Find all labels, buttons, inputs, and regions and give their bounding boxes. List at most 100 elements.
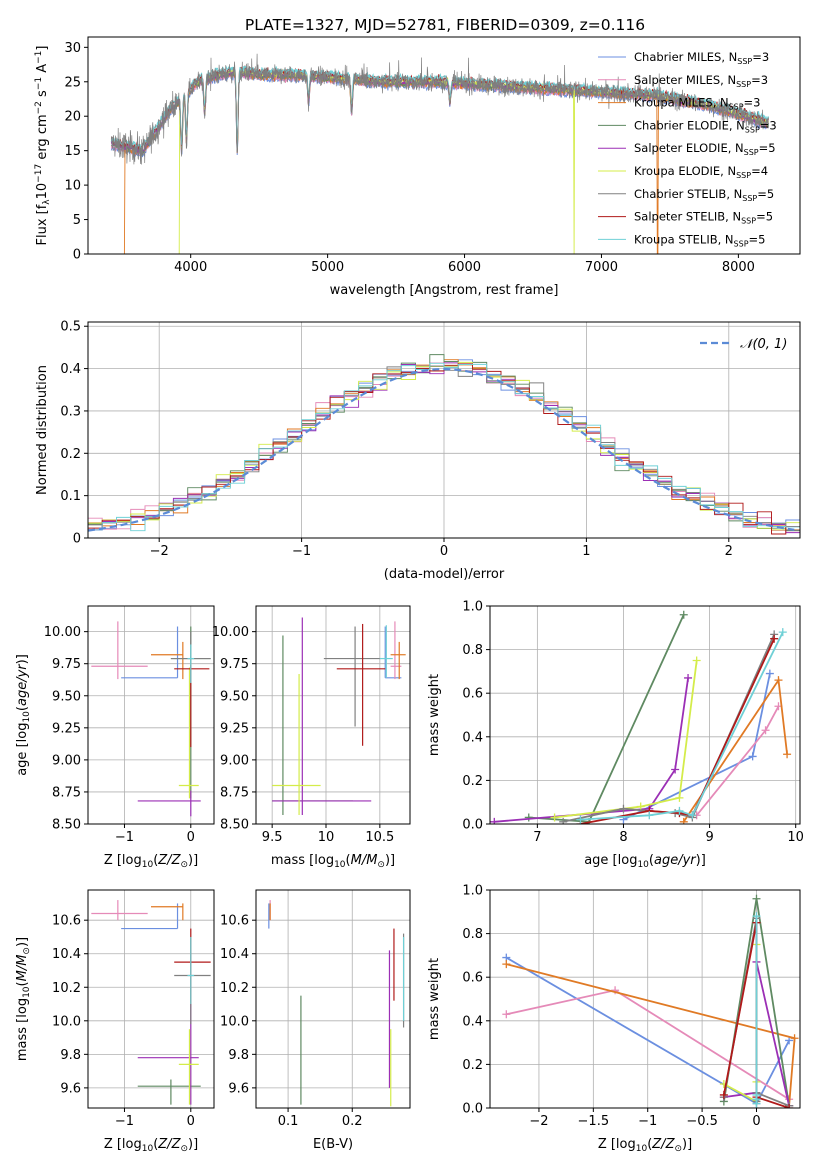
weight-series-kroupa-elodie bbox=[550, 656, 701, 822]
y-tick-label: 15 bbox=[64, 144, 81, 159]
weight-series-chabrier-miles bbox=[619, 669, 774, 824]
weight-marker bbox=[645, 811, 654, 820]
x-tick-label: 1 bbox=[582, 544, 590, 559]
x-tick-label: −1 bbox=[638, 1114, 657, 1129]
y-tick-label: 9.25 bbox=[52, 721, 81, 736]
x-tick-label: −1 bbox=[115, 830, 134, 845]
weight-marker bbox=[770, 634, 779, 643]
x-tick-label: 0 bbox=[187, 1114, 195, 1129]
errorbar-kroupa-stelib bbox=[379, 625, 393, 678]
x-axis-label: Z [log10(Z/Z⊙)] bbox=[598, 1137, 692, 1154]
x-tick-label: 0.2 bbox=[342, 1114, 363, 1129]
legend-label-chabrier-miles: Chabrier MILES, NSSP=3 bbox=[634, 50, 769, 66]
y-tick-label: 8.75 bbox=[52, 785, 81, 800]
y-tick-label: 10.4 bbox=[52, 947, 81, 962]
y-tick-label: 9.6 bbox=[228, 1081, 249, 1096]
y-axis-label: Normed distribution bbox=[35, 365, 50, 495]
legend-label-kroupa-elodie: Kroupa ELODIE, NSSP=4 bbox=[634, 164, 768, 180]
legend-label-salpeter-miles: Salpeter MILES, NSSP=3 bbox=[634, 73, 768, 89]
y-tick-label: 0.5 bbox=[60, 320, 81, 335]
y-tick-label: 9.75 bbox=[52, 657, 81, 672]
x-axis-label: Z [log10(Z/Z⊙)] bbox=[104, 853, 198, 870]
x-tick-label: 6000 bbox=[448, 260, 481, 275]
y-tick-label: 0.0 bbox=[462, 1102, 483, 1117]
weight-marker bbox=[778, 628, 787, 637]
weight-marker bbox=[675, 806, 684, 815]
y-tick-label: 0.1 bbox=[60, 489, 81, 504]
figure-title: PLATE=1327, MJD=52781, FIBERID=0309, z=0… bbox=[245, 16, 645, 34]
axes-frame bbox=[489, 889, 801, 1109]
legend-label-kroupa-miles: Kroupa MILES, NSSP=3 bbox=[634, 96, 760, 112]
y-tick-label: 8.75 bbox=[220, 785, 249, 800]
x-tick-label: −1 bbox=[115, 1114, 134, 1129]
legend-label-kroupa-stelib: Kroupa STELIB, NSSP=5 bbox=[634, 232, 765, 248]
axes-frame bbox=[255, 889, 411, 1109]
errorbar-kroupa-stelib bbox=[187, 644, 195, 683]
y-tick-label: 9.8 bbox=[60, 1048, 81, 1063]
plot-area-residuals bbox=[88, 354, 800, 537]
weight-marker bbox=[559, 817, 568, 824]
weight-line bbox=[506, 963, 796, 1106]
y-tick-label: 20 bbox=[64, 110, 81, 125]
y-tick-label: 0.6 bbox=[462, 971, 483, 986]
y-tick-label: 10.0 bbox=[220, 1014, 249, 1029]
weight-series-salpeter-miles bbox=[692, 702, 783, 820]
weight-line bbox=[494, 677, 689, 823]
y-tick-label: 0.3 bbox=[60, 404, 81, 419]
y-tick-label: 0 bbox=[73, 248, 81, 263]
errorbar-kroupa-miles bbox=[151, 903, 184, 921]
y-axis-label: mass weight bbox=[427, 674, 442, 756]
axes-frame bbox=[87, 605, 215, 825]
y-tick-label: 9.00 bbox=[220, 753, 249, 768]
plot-area-mass_vs_ebv bbox=[268, 900, 405, 1107]
weight-marker bbox=[490, 817, 499, 824]
panel-weight_vs_Z: −2 −1.5 −1 −0.5 0 0.0 0.2 0.4 0.6 0.8 1.0 Z [log10(… bbox=[427, 884, 801, 1154]
errorbar-chabrier-stelib bbox=[323, 626, 380, 727]
x-tick-label: −1 bbox=[292, 544, 311, 559]
x-tick-label: 0 bbox=[187, 830, 195, 845]
plot-area-spectrum bbox=[110, 53, 769, 254]
weight-marker bbox=[783, 750, 792, 759]
weight-marker bbox=[684, 673, 693, 682]
panel-age_vs_Z: −1 0 8.50 8.75 9.00 9.25 9.50 9.75 10.00 Z [log10… bbox=[15, 605, 215, 870]
panel-spectrum: 4000 5000 6000 7000 8000 0 5 10 15 20 25 30 waveleng… bbox=[34, 36, 801, 298]
y-tick-label: 9.50 bbox=[52, 689, 81, 704]
axes-frame bbox=[255, 605, 411, 825]
weight-marker bbox=[761, 726, 770, 735]
errorbar-salpeter-miles bbox=[91, 621, 148, 680]
errorbar-kroupa-elodie bbox=[178, 667, 199, 799]
weight-series-kroupa-stelib bbox=[576, 628, 787, 824]
weight-marker bbox=[679, 817, 688, 824]
weight-marker bbox=[785, 1036, 794, 1045]
weight-marker bbox=[752, 894, 761, 903]
y-tick-label: 0.0 bbox=[462, 818, 483, 833]
errorbar-kroupa-elodie bbox=[272, 673, 321, 816]
x-tick-label: 7 bbox=[533, 830, 541, 845]
x-tick-label: −0.5 bbox=[686, 1114, 718, 1129]
panel-weight_vs_age: 7 8 9 10 0.0 0.2 0.4 0.6 0.8 1.0 age [log10(age/yr… bbox=[427, 600, 804, 871]
weight-line bbox=[554, 660, 698, 819]
errorbar-salpeter-stelib bbox=[174, 928, 211, 1005]
y-tick-label: 0.2 bbox=[462, 1058, 483, 1073]
y-tick-label: 10.00 bbox=[44, 625, 81, 640]
residual-legend: 𝒩(0, 1) bbox=[700, 337, 787, 352]
weight-marker bbox=[748, 752, 757, 761]
y-tick-label: 8.50 bbox=[220, 818, 249, 833]
y-tick-label: 9.25 bbox=[220, 721, 249, 736]
x-tick-label: 8 bbox=[619, 830, 627, 845]
errorbar-salpeter-stelib bbox=[174, 664, 210, 748]
y-tick-label: 10.2 bbox=[220, 981, 249, 996]
axes-frame bbox=[87, 889, 215, 1109]
x-tick-label: 0 bbox=[752, 1114, 760, 1129]
y-axis-label: mass weight bbox=[427, 958, 442, 1040]
spectrum-legend: Chabrier MILES, NSSP=3 Salpeter MILES, NS… bbox=[598, 50, 777, 248]
weight-marker bbox=[576, 815, 585, 824]
weight-marker bbox=[550, 813, 559, 822]
errorbar-chabrier-elodie bbox=[272, 635, 353, 816]
weight-marker bbox=[619, 804, 628, 813]
x-tick-label: 8000 bbox=[722, 260, 755, 275]
weight-marker bbox=[524, 813, 533, 822]
y-tick-label: 9.75 bbox=[220, 657, 249, 672]
y-tick-label: 25 bbox=[64, 75, 81, 90]
legend-label-salpeter-elodie: Salpeter ELODIE, NSSP=5 bbox=[634, 141, 776, 157]
